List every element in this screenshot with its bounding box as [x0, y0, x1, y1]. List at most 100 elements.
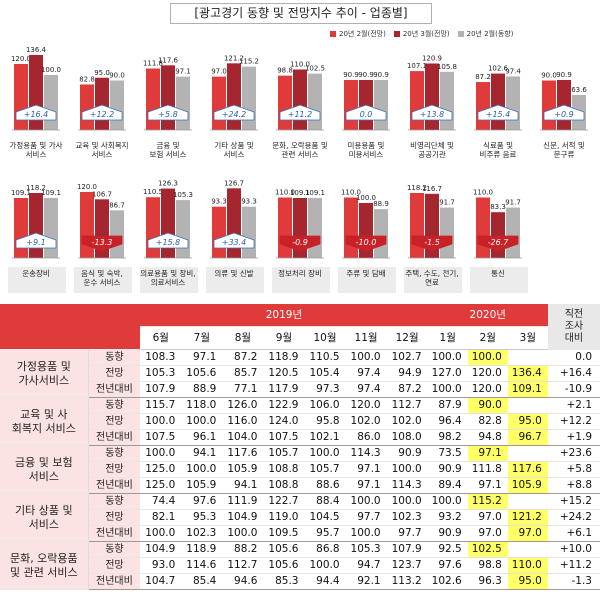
- row-label: 동향: [88, 397, 141, 414]
- year-2020-header: 2020년: [427, 304, 548, 327]
- table-cell: 102.3: [386, 509, 428, 526]
- table-cell: 114.6: [181, 557, 223, 574]
- table-row: 전망 125.0 100.0 105.9 108.8 105.7 97.1 100.0 90.9…: [0, 461, 600, 478]
- change-down-arrow: [411, 235, 453, 252]
- bar-value-label: 83.3: [490, 203, 506, 211]
- bar: [110, 80, 124, 130]
- table-cell: 112.7: [386, 397, 428, 414]
- category-label: 서비스: [224, 150, 245, 159]
- bar-value-label: 136.4: [26, 46, 47, 54]
- bar-value-label: 121.2: [224, 54, 244, 62]
- row-label: 전망: [88, 461, 141, 478]
- category-label: 문화, 오락용품 및: [272, 140, 328, 150]
- row-label: 전년대비: [88, 525, 141, 542]
- change-cell: +10.0: [547, 541, 600, 558]
- table-cell: 115.7: [140, 397, 182, 414]
- table-cell: 136.4: [507, 365, 548, 382]
- table-cell: 93.0: [140, 557, 182, 574]
- bar-value-label: 86.7: [109, 201, 125, 209]
- table-cell: 118.9: [181, 541, 223, 558]
- bar-value-label: 90.9: [358, 71, 374, 79]
- category-label: 신문, 서적 및: [543, 140, 585, 150]
- table-cell: 90.9: [427, 461, 468, 478]
- category-label-bg: [338, 267, 396, 293]
- table-month-header: 6월 7월 8월 9월 10월 11월 12월 1월 2월 3월: [0, 326, 600, 350]
- bar: [491, 73, 505, 130]
- table-cell: 104.5: [304, 509, 346, 526]
- legend-label: 20년 3월(전망): [402, 30, 450, 38]
- change-up-arrow: [15, 232, 57, 249]
- table-row: 전년대비 104.7 85.4 94.6 85.3 94.4 92.1 113.2 102.6 9…: [0, 573, 600, 590]
- table-cell: 85.3: [263, 573, 305, 590]
- bar-value-label: 97.1: [175, 68, 191, 76]
- table-cell: 100.0: [140, 525, 182, 542]
- bar-value-label: 93.3: [211, 198, 227, 206]
- table-cell: 97.6: [181, 493, 223, 510]
- change-up-arrow: [81, 104, 123, 121]
- table-cell: 105.3: [140, 365, 182, 382]
- bar-value-label: 95.0: [94, 69, 110, 77]
- table-cell: 118.0: [181, 397, 223, 414]
- table-cell: 77.1: [222, 381, 264, 398]
- change-cell: +1.9: [547, 429, 600, 446]
- table-cell: 105.9: [507, 477, 548, 494]
- bar-value-label: 120.0: [77, 183, 97, 191]
- change-value-label: -10.0: [356, 238, 377, 247]
- change-cell: +12.2: [547, 413, 600, 430]
- category-name-line: 회복지 서비스: [11, 421, 76, 435]
- table-row: 전년대비 125.0 105.9 94.1 108.8 88.6 97.1 114.3 89.4…: [0, 477, 600, 494]
- table-cell: 105.7: [304, 461, 346, 478]
- category-label-bg: [404, 267, 462, 293]
- table-cell: 97.1: [345, 477, 387, 494]
- table-cell: [507, 541, 548, 558]
- table-year-header: 2019년 2020년 직전 조사 대비: [0, 304, 600, 350]
- table-cell: 86.0: [345, 429, 387, 446]
- table-cell: 90.9: [427, 525, 468, 542]
- change-cell: -10.9: [547, 381, 600, 398]
- bar: [410, 192, 424, 258]
- table-cell: 107.5: [263, 429, 305, 446]
- bar: [95, 77, 109, 130]
- table-cell: 96.7: [507, 429, 548, 446]
- table-cell: 114.3: [386, 477, 428, 494]
- month-header: 8월: [222, 326, 264, 350]
- category-label: 통신: [491, 269, 505, 278]
- table-cell: 112.7: [222, 557, 264, 574]
- table-cell: 95.3: [181, 509, 223, 526]
- bar-value-label: 109.1: [11, 189, 31, 197]
- table-cell: 88.9: [181, 381, 223, 398]
- bar-value-label: 110.0: [275, 189, 295, 197]
- category-label-bg: [74, 139, 132, 161]
- row-label: 전년대비: [88, 477, 141, 494]
- change-up-arrow: [411, 104, 453, 121]
- table-cell: 105.9: [181, 477, 223, 494]
- table-cell: 100.0: [140, 445, 182, 462]
- table-cell: 105.3: [345, 541, 387, 558]
- category-label-bg: [404, 139, 462, 161]
- table-cell: 122.9: [263, 397, 305, 414]
- category-name-line: 금융 및 보험: [15, 455, 73, 469]
- row-label: 전년대비: [88, 429, 141, 446]
- category-label-bg: [338, 139, 396, 161]
- bar: [506, 76, 520, 130]
- change-value-label: +24.2: [222, 110, 247, 119]
- change-cell: +6.1: [547, 525, 600, 542]
- table-row: 금융 및 보험 서비스 동향 100.0 94.1 117.6 105.7 100.0 114.…: [0, 445, 600, 494]
- table-cell: 100.0: [181, 413, 223, 430]
- table-cell: 109.5: [263, 525, 305, 542]
- table-cell: 105.6: [181, 365, 223, 382]
- table-cell: 120.0: [467, 365, 508, 382]
- change-value-label: -13.3: [92, 238, 113, 247]
- category-name: 기타 상품 및 서비스: [0, 493, 89, 542]
- category-name-line: 서비스: [28, 469, 59, 483]
- table-cell: 107.9: [386, 541, 428, 558]
- table-cell: 98.8: [467, 557, 508, 574]
- table-cell: 111.8: [467, 461, 508, 478]
- table-cell: 127.0: [427, 365, 468, 382]
- category-label: 미용서비스: [349, 150, 384, 159]
- bar-value-label: 93.3: [241, 198, 257, 206]
- legend-item-feb-forecast: 20년 2월(전망): [330, 28, 386, 40]
- change-value-label: -0.9: [292, 238, 308, 247]
- change-header-line: 직전: [564, 308, 584, 320]
- bar: [80, 84, 94, 130]
